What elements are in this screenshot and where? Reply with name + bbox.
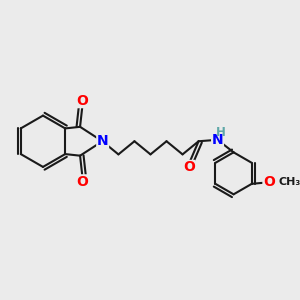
Text: O: O [76,175,88,189]
Text: O: O [183,160,195,175]
Text: CH₃: CH₃ [278,177,300,188]
Text: N: N [97,134,109,148]
Text: N: N [212,133,224,147]
Text: O: O [263,176,275,189]
Text: O: O [76,94,88,108]
Text: H: H [216,126,226,139]
